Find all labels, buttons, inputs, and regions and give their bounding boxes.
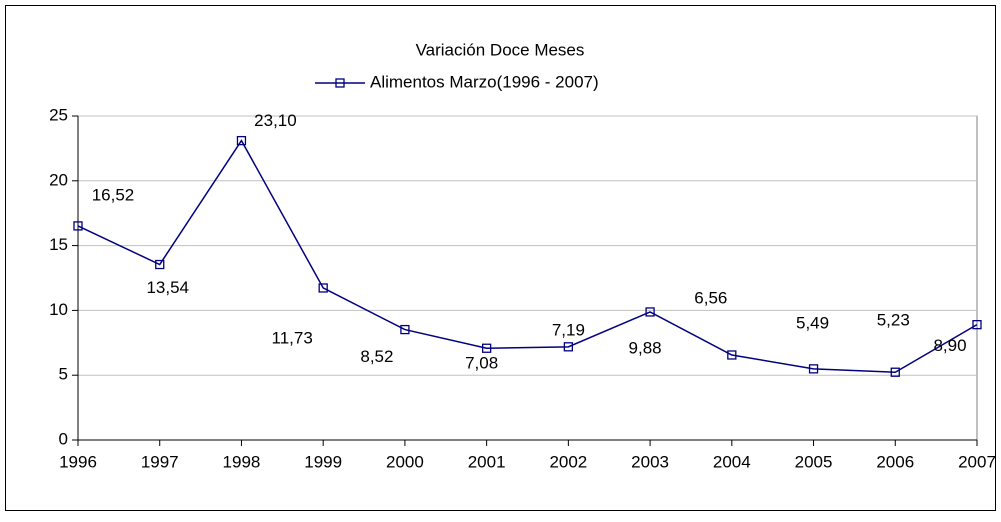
x-tick-label: 2001 xyxy=(468,452,506,471)
marker xyxy=(481,343,492,353)
marker xyxy=(645,307,655,317)
data-label: 6,56 xyxy=(694,288,727,307)
x-tick-label: 2004 xyxy=(713,452,751,471)
marker xyxy=(808,364,819,374)
legend-marker xyxy=(335,78,345,88)
data-label: 13,54 xyxy=(146,278,189,297)
x-tick-label: 1996 xyxy=(59,452,97,471)
data-label: 7,19 xyxy=(552,320,585,339)
marker xyxy=(890,367,900,377)
chart-title: Variación Doce Meses xyxy=(416,40,585,59)
marker xyxy=(400,324,410,335)
x-tick-label: 2000 xyxy=(386,452,424,471)
marker xyxy=(236,135,247,146)
data-label: 16,52 xyxy=(92,185,135,204)
data-label: 8,90 xyxy=(933,336,966,355)
y-tick-label: 25 xyxy=(49,105,68,124)
marker xyxy=(318,283,328,293)
plot-area xyxy=(77,115,978,441)
x-tick-label: 2006 xyxy=(876,452,914,471)
x-tick-label: 2003 xyxy=(631,452,669,471)
y-tick-label: 15 xyxy=(49,235,68,254)
marker xyxy=(73,221,83,231)
marker xyxy=(563,342,574,352)
line xyxy=(77,139,978,373)
data-label: 5,23 xyxy=(877,311,910,330)
data-label: 7,08 xyxy=(465,354,498,373)
x-tick-label: 1999 xyxy=(304,452,342,471)
x-tick-label: 2005 xyxy=(795,452,833,471)
x-tick-label: 1998 xyxy=(223,452,261,471)
marker xyxy=(972,320,982,330)
data-label: 9,88 xyxy=(629,338,662,357)
legend-label: Alimentos Marzo(1996 - 2007) xyxy=(370,72,599,91)
data-label: 5,49 xyxy=(796,313,829,332)
data-label: 11,73 xyxy=(272,328,313,347)
data-label: 8,52 xyxy=(360,347,393,366)
y-tick-label: 0 xyxy=(59,429,68,448)
y-tick-label: 10 xyxy=(49,300,68,319)
x-tick-label: 1997 xyxy=(141,452,179,471)
x-tick-label: 2007 xyxy=(958,452,996,471)
data-label: 23,10 xyxy=(254,111,297,130)
y-tick-label: 5 xyxy=(59,365,68,384)
x-tick-label: 2002 xyxy=(549,452,587,471)
y-tick-label: 20 xyxy=(49,170,68,189)
marker xyxy=(155,259,165,270)
marker xyxy=(727,350,737,360)
